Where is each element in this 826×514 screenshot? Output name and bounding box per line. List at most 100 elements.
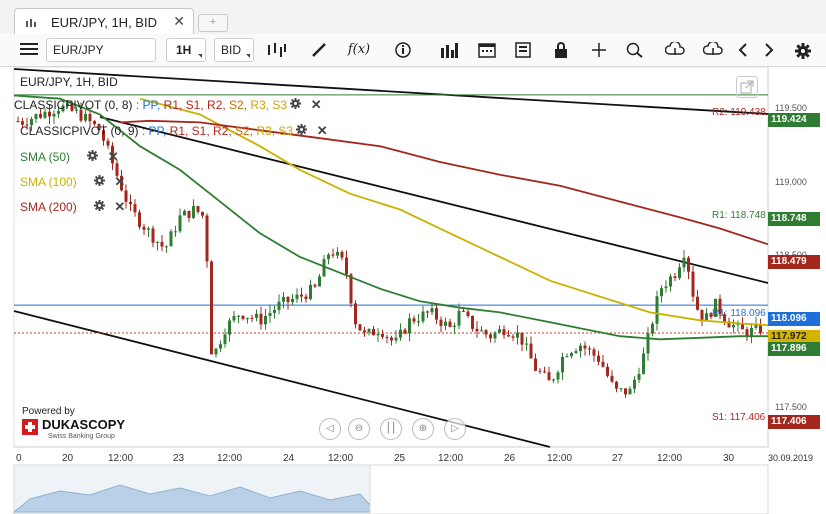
upload-icon[interactable]	[660, 38, 690, 62]
download-icon[interactable]	[698, 38, 728, 62]
candle-body	[340, 251, 344, 258]
close-icon[interactable]: ✕	[310, 97, 322, 112]
settings-gear-icon[interactable]	[788, 38, 818, 62]
candle-body	[241, 315, 245, 319]
candle-body	[228, 320, 231, 335]
candle-body	[214, 348, 218, 355]
zoom-in-button[interactable]: ⊕	[412, 418, 434, 440]
chart-type-icon[interactable]	[262, 38, 292, 62]
candle-body	[138, 212, 141, 227]
candle-body	[678, 267, 681, 279]
candle-body	[336, 251, 339, 256]
candle-body	[106, 140, 110, 146]
candle-body	[39, 114, 42, 118]
side-select[interactable]: BID	[214, 38, 254, 62]
candle-body	[30, 118, 33, 125]
chevron-left-icon[interactable]	[728, 38, 758, 62]
overlay-classicpivot-2[interactable]: CLASSICPIVOT (0, 9) : PP, R1, S1, R2, S2…	[20, 123, 328, 138]
overlay-sma-200[interactable]: SMA (200) ✕	[20, 199, 125, 215]
gear-icon[interactable]	[94, 175, 106, 186]
scroll-left-button[interactable]: ◁	[319, 418, 341, 440]
candle-body	[498, 329, 501, 333]
scroll-right-button[interactable]: ▷	[444, 418, 466, 440]
powered-by-label: Powered by	[22, 406, 75, 417]
close-icon[interactable]: ✕	[114, 199, 126, 214]
bar-chart-icon[interactable]	[434, 38, 464, 62]
candle-body	[57, 111, 60, 114]
candle-body	[727, 321, 731, 328]
instrument-select[interactable]: EUR/JPY	[46, 38, 156, 62]
overlay-name: CLASSICPIVOT	[20, 124, 108, 138]
zoom-icon[interactable]	[620, 38, 650, 62]
x-axis-label: 26	[504, 453, 516, 464]
price-tag-sma200: 118.479	[768, 255, 820, 269]
calendar-icon[interactable]	[472, 38, 502, 62]
gear-icon[interactable]	[87, 150, 99, 161]
candle-body	[48, 111, 51, 117]
candle-body	[453, 325, 456, 327]
candle-body	[565, 356, 569, 358]
info-icon[interactable]	[388, 38, 418, 62]
close-icon[interactable]: ✕	[107, 149, 119, 164]
candle-body	[462, 310, 465, 312]
candle-body	[25, 124, 29, 126]
gear-icon[interactable]	[94, 200, 106, 211]
chevron-down-icon	[198, 54, 202, 58]
candle-body	[142, 226, 146, 230]
close-icon[interactable]: ✕	[316, 123, 328, 138]
gear-icon[interactable]	[290, 98, 302, 109]
expand-icon[interactable]	[736, 76, 758, 98]
new-tab-button[interactable]: +	[198, 14, 228, 32]
tab-close-icon[interactable]: ✕	[173, 13, 185, 29]
candle-body	[309, 284, 312, 300]
chevron-right-icon[interactable]	[754, 38, 784, 62]
candle-body	[502, 329, 506, 336]
lock-icon[interactable]	[546, 38, 576, 62]
candle-body	[669, 276, 672, 287]
pivot-level-r2: R2,	[213, 124, 236, 138]
candle-body	[219, 344, 222, 349]
x-axis-label: 12:00	[217, 453, 243, 464]
candle-body	[390, 337, 393, 341]
crosshair-icon[interactable]	[584, 38, 614, 62]
close-icon[interactable]: ✕	[114, 174, 126, 189]
candle-body	[133, 204, 137, 213]
candle-body	[385, 336, 389, 338]
candle-body	[448, 321, 452, 327]
price-tag-r1: 118.748	[768, 212, 820, 226]
candle-body	[286, 296, 290, 303]
tab-eurjpy[interactable]: EUR/JPY, 1H, BID ✕	[14, 8, 194, 34]
candle-body	[493, 332, 497, 339]
x-axis-label: 20	[62, 453, 74, 464]
candle-body	[250, 317, 254, 319]
trendline-middle	[99, 116, 769, 284]
trendline-upper	[13, 68, 769, 115]
candle-body	[273, 309, 276, 313]
candle-body	[475, 328, 479, 332]
candle-body	[700, 309, 704, 321]
candle-body	[282, 296, 285, 302]
candle-body	[732, 324, 735, 328]
candle-body	[255, 313, 258, 318]
indicators-icon[interactable]: f(x)	[347, 42, 371, 57]
reset-view-button[interactable]: ⎮⎮	[380, 418, 402, 440]
chart-area[interactable]: EUR/JPY, 1H, BID CLASSICPIVOT (0, 8) : P…	[0, 67, 826, 514]
candle-body	[547, 372, 551, 381]
draw-tool-icon[interactable]	[304, 38, 334, 62]
template-icon[interactable]	[508, 38, 538, 62]
candle-body	[660, 288, 663, 297]
period-select[interactable]: 1H	[166, 38, 206, 62]
overlay-classicpivot-1[interactable]: CLASSICPIVOT (0, 8) : PP, R1, S1, R2, S2…	[14, 97, 322, 112]
zoom-out-button[interactable]: ⊖	[348, 418, 370, 440]
chart-svg[interactable]	[0, 67, 826, 514]
candle-body	[579, 345, 582, 352]
candle-body	[570, 353, 573, 357]
candle-body	[538, 370, 542, 372]
candle-body	[61, 105, 65, 112]
overlay-sma-50[interactable]: SMA (50) ✕	[20, 149, 119, 165]
overlay-sma-100[interactable]: SMA (100) ✕	[20, 174, 125, 190]
tab-bar: EUR/JPY, 1H, BID ✕ +	[0, 0, 826, 35]
candle-body	[21, 121, 24, 125]
menu-icon[interactable]	[14, 38, 44, 62]
gear-icon[interactable]	[296, 124, 308, 135]
